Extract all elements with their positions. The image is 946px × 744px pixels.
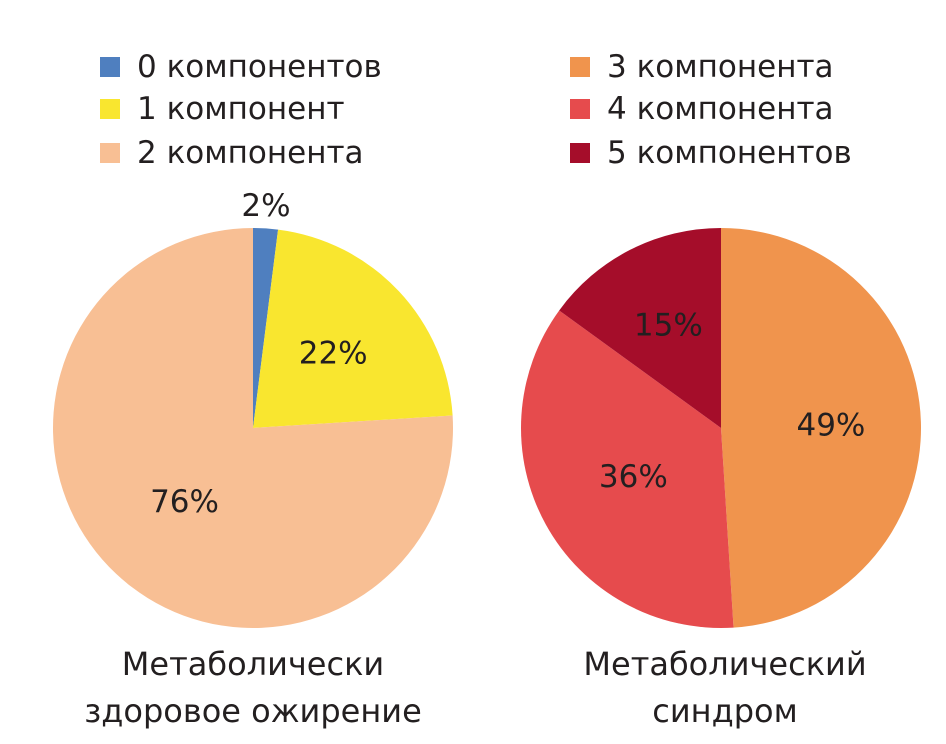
title-line: Метаболически <box>121 645 385 683</box>
legend-label: 3 компонента <box>607 49 834 85</box>
pie-slice <box>52 228 453 628</box>
legend-label: 2 компонента <box>137 135 364 171</box>
legend-item: 4 компонента <box>570 89 834 129</box>
legend-label: 0 компонентов <box>137 49 382 85</box>
data-label: 76% <box>150 484 219 520</box>
pie-slice <box>521 310 734 628</box>
title-line: синдром <box>652 692 798 730</box>
legend-item: 1 компонент <box>100 89 345 129</box>
legend-swatch <box>100 99 120 119</box>
legend-label: 4 компонента <box>607 91 834 127</box>
pie-slice <box>253 229 453 428</box>
legend-swatch <box>100 143 120 163</box>
legend-item: 0 компонентов <box>100 47 382 87</box>
data-label: 36% <box>599 459 668 495</box>
title-line: здоровое ожирение <box>84 692 422 730</box>
chart-title-right: Метаболический синдром <box>515 641 935 735</box>
pie-slice <box>559 227 721 428</box>
legend-label: 5 компонентов <box>607 135 852 171</box>
legend-item: 2 компонента <box>100 133 364 173</box>
pie-slice <box>721 228 921 628</box>
pie-slice <box>253 228 279 428</box>
data-label: 2% <box>241 188 290 224</box>
legend-swatch <box>570 57 590 77</box>
legend-item: 3 компонента <box>570 47 834 87</box>
legend-swatch <box>100 57 120 77</box>
legend-swatch <box>570 99 590 119</box>
legend-swatch <box>570 143 590 163</box>
legend-label: 1 компонент <box>137 91 345 127</box>
data-label: 49% <box>796 408 865 444</box>
legend-item: 5 компонентов <box>570 133 852 173</box>
title-line: Метаболический <box>583 645 867 683</box>
data-label: 15% <box>634 308 703 344</box>
chart-title-left: Метаболически здоровое ожирение <box>43 641 463 735</box>
data-label: 22% <box>299 336 368 372</box>
